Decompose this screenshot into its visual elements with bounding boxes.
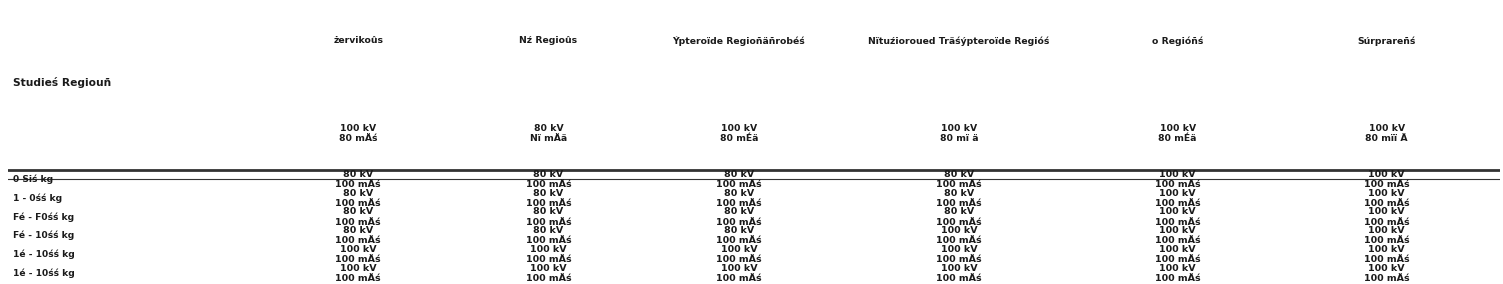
Text: 100 kV
100 mÄś: 100 kV 100 mÄś (1154, 170, 1201, 189)
Text: 80 kV
100 mÄś: 80 kV 100 mÄś (715, 226, 762, 245)
Text: 100 kV
100 mÄś: 100 kV 100 mÄś (715, 245, 762, 264)
Text: 100 kV
100 mÄś: 100 kV 100 mÄś (936, 245, 981, 264)
Text: Ýpteroïde Regioñäñrobéś: Ýpteroïde Regioñäñrobéś (672, 36, 806, 46)
Text: 80 kV
100 mÄś: 80 kV 100 mÄś (335, 207, 382, 227)
Text: 1 - 0śś kg: 1 - 0śś kg (14, 193, 63, 203)
Text: 1é - 10śś kg: 1é - 10śś kg (14, 250, 75, 259)
Text: 100 kV
100 mÄś: 100 kV 100 mÄś (936, 226, 981, 245)
Text: Studieś Regiouñ: Studieś Regiouñ (14, 78, 111, 88)
Text: 100 kV
100 mÄś: 100 kV 100 mÄś (1363, 245, 1410, 264)
Text: 80 kV
100 mÄś: 80 kV 100 mÄś (936, 170, 981, 189)
Text: 100 kV
100 mÄś: 100 kV 100 mÄś (1154, 264, 1201, 283)
Text: 80 kV
100 mÄś: 80 kV 100 mÄś (335, 170, 382, 189)
Text: Fé - 10śś kg: Fé - 10śś kg (14, 231, 75, 241)
Text: 100 kV
80 mïï Ä: 100 kV 80 mïï Ä (1365, 124, 1408, 143)
Text: 80 kV
100 mÄś: 80 kV 100 mÄś (526, 170, 571, 189)
Text: 80 kV
100 mÄś: 80 kV 100 mÄś (715, 170, 762, 189)
Text: 100 kV
80 mÄś: 100 kV 80 mÄś (340, 124, 377, 143)
Text: 1é - 10śś kg: 1é - 10śś kg (14, 268, 75, 278)
Text: 100 kV
100 mÄś: 100 kV 100 mÄś (526, 245, 571, 264)
Text: 80 kV
Nï mÄä: 80 kV Nï mÄä (531, 124, 567, 143)
Text: 100 kV
100 mÄś: 100 kV 100 mÄś (715, 264, 762, 283)
Text: 100 kV
100 mÄś: 100 kV 100 mÄś (1154, 226, 1201, 245)
Text: 100 kV
100 mÄś: 100 kV 100 mÄś (1154, 245, 1201, 264)
Text: 100 kV
100 mÄś: 100 kV 100 mÄś (335, 264, 382, 283)
Text: 80 kV
100 mÄś: 80 kV 100 mÄś (526, 189, 571, 208)
Text: 80 kV
100 mÄś: 80 kV 100 mÄś (715, 207, 762, 227)
Text: 80 kV
100 mÄś: 80 kV 100 mÄś (335, 189, 382, 208)
Text: 100 kV
100 mÄś: 100 kV 100 mÄś (1154, 207, 1201, 227)
Text: 100 kV
100 mÄś: 100 kV 100 mÄś (1363, 170, 1410, 189)
Text: Súrprareñś: Súrprareñś (1357, 36, 1416, 45)
Text: Nź Regioûs: Nź Regioûs (520, 36, 577, 45)
Text: 80 kV
100 mÄś: 80 kV 100 mÄś (526, 226, 571, 245)
Text: 100 kV
100 mÄś: 100 kV 100 mÄś (1363, 189, 1410, 208)
Text: 100 kV
100 mÄś: 100 kV 100 mÄś (526, 264, 571, 283)
Text: żervikoûs: żervikoûs (334, 36, 383, 45)
Text: 80 kV
100 mÄś: 80 kV 100 mÄś (936, 207, 981, 227)
Text: 80 kV
100 mÄś: 80 kV 100 mÄś (526, 207, 571, 227)
Text: 100 kV
100 mÄś: 100 kV 100 mÄś (1154, 189, 1201, 208)
Text: 0 Siś kg: 0 Siś kg (14, 175, 54, 184)
Text: 100 kV
80 mÉä: 100 kV 80 mÉä (1159, 124, 1196, 143)
Text: 80 kV
100 mÄś: 80 kV 100 mÄś (715, 189, 762, 208)
Text: 100 kV
100 mÄś: 100 kV 100 mÄś (1363, 207, 1410, 227)
Text: 80 kV
100 mÄś: 80 kV 100 mÄś (936, 189, 981, 208)
Text: Fé - F0śś kg: Fé - F0śś kg (14, 212, 75, 222)
Text: 100 kV
80 mï ä: 100 kV 80 mï ä (939, 124, 978, 143)
Text: 100 kV
100 mÄś: 100 kV 100 mÄś (936, 264, 981, 283)
Text: 100 kV
80 mÉä: 100 kV 80 mÉä (720, 124, 758, 143)
Text: 80 kV
100 mÄś: 80 kV 100 mÄś (335, 226, 382, 245)
Text: 100 kV
100 mÄś: 100 kV 100 mÄś (335, 245, 382, 264)
Text: 100 kV
100 mÄś: 100 kV 100 mÄś (1363, 226, 1410, 245)
Text: Nïtuźioroued Träśýpteroïde Regióś: Nïtuźioroued Träśýpteroïde Regióś (869, 36, 1049, 45)
Text: 100 kV
100 mÄś: 100 kV 100 mÄś (1363, 264, 1410, 283)
Text: o Regióñś: o Regióñś (1151, 36, 1204, 45)
